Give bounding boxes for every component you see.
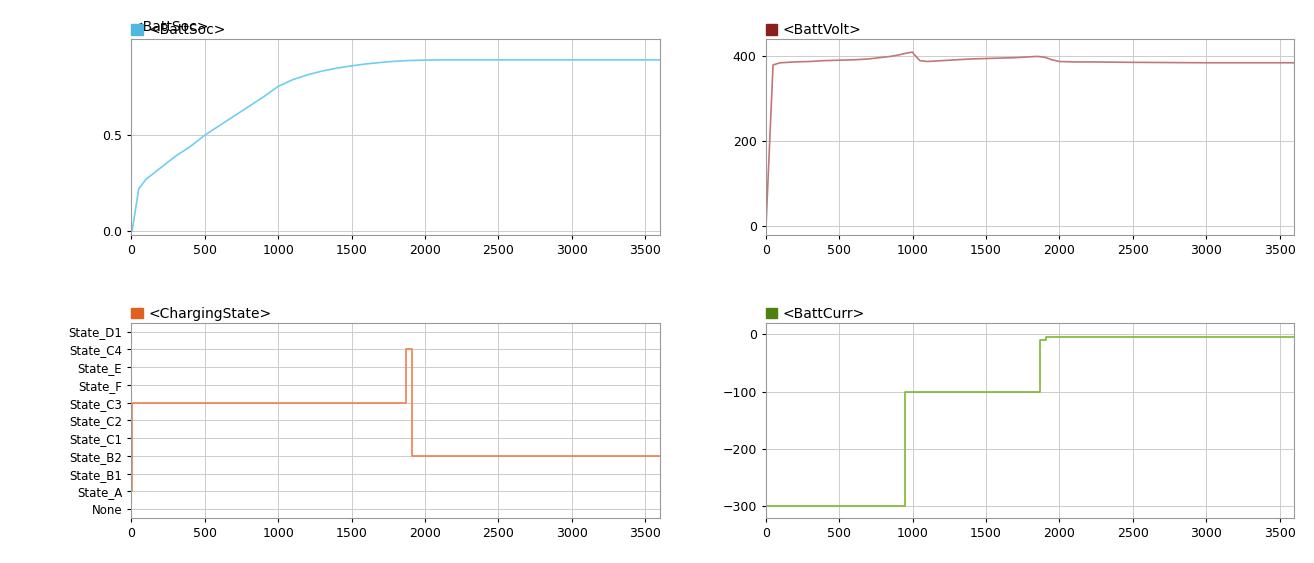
Text: <BattSoc>: <BattSoc> [131,20,209,34]
Legend: <BattCurr>: <BattCurr> [766,307,865,321]
Legend: <BattSoc>: <BattSoc> [131,24,226,38]
Legend: <BattVolt>: <BattVolt> [766,24,861,38]
Legend: <ChargingState>: <ChargingState> [131,307,271,321]
